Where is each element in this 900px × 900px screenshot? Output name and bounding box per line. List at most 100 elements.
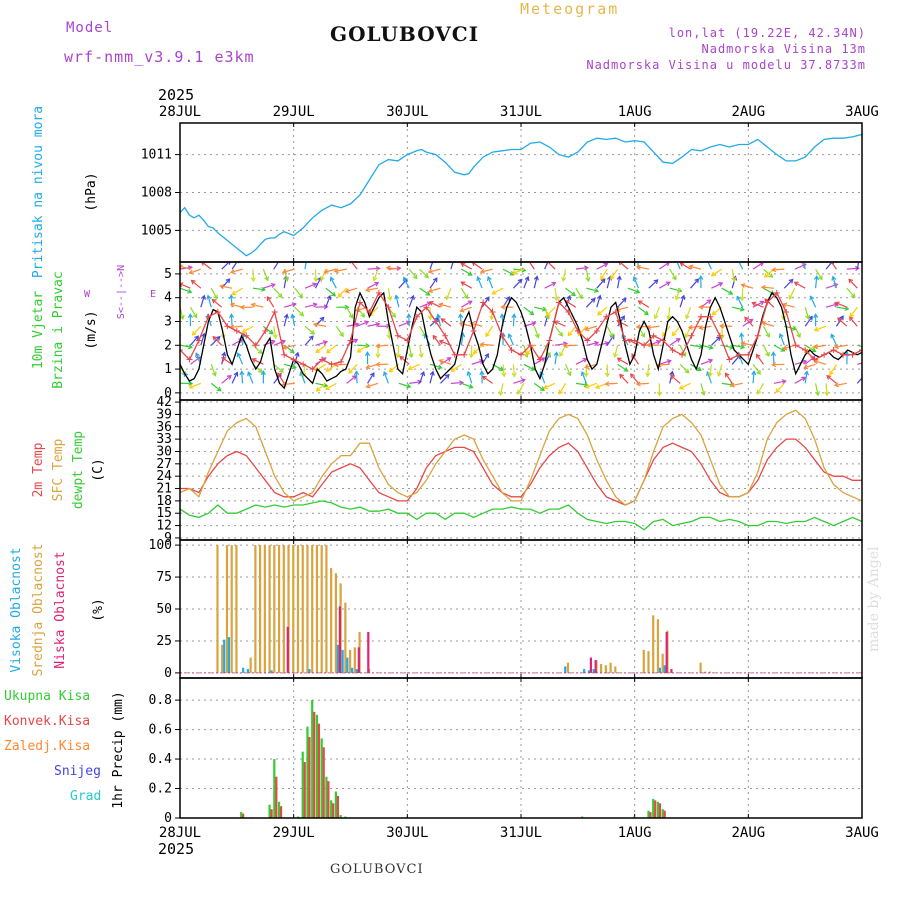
bar-ukupna-kisa [240, 812, 243, 818]
wind-arrow [499, 383, 504, 396]
wind-arrow-head [763, 272, 769, 278]
wind-arrow [432, 335, 441, 346]
wind-arrow [408, 295, 415, 308]
bar-srednja-oblacnost [704, 671, 707, 673]
wind-arrow [646, 364, 650, 377]
wind-arrow-head [476, 276, 482, 282]
wind-arrow [528, 262, 535, 270]
wind-arrow-head [216, 386, 222, 392]
bar-visoka-oblacnost [336, 644, 339, 673]
wind-arrow-head [756, 389, 762, 395]
wind-arrow-head [531, 321, 537, 327]
wind-arrow [688, 325, 702, 329]
bar-ukupna-kisa [277, 801, 281, 818]
bar-srednja-oblacnost [259, 545, 262, 673]
wind-arrow-head [751, 301, 757, 307]
wind-arrow [619, 374, 629, 384]
wind-arrow [679, 382, 691, 390]
wind-arrow-head [545, 352, 551, 358]
xtick-label-bottom: 28JUL [159, 825, 201, 841]
wind-arrow [366, 382, 379, 388]
wind-arrow [575, 287, 583, 299]
wind-arrow [480, 268, 493, 273]
wind-arrow-head [685, 314, 690, 320]
wind-arrow [775, 382, 785, 393]
bar-konvek-kisa [658, 803, 662, 818]
wind-arrow [564, 364, 571, 376]
wind-arrow-head [665, 281, 671, 287]
wind-arrow-head [751, 370, 757, 376]
wind-arrow-head [781, 379, 787, 385]
wind-arrow-head [225, 278, 231, 284]
gust-marker [432, 318, 439, 325]
wind-arrow [837, 317, 848, 327]
ylabel-temp2m: 2m Temp [31, 442, 46, 497]
wind-arrow-head [501, 372, 507, 378]
wind-arrow-head [551, 281, 557, 287]
wind-arrow [314, 277, 322, 289]
wind-arrow-head [460, 262, 466, 268]
wind-arrow [440, 374, 450, 384]
wind-arrow-head [180, 282, 184, 288]
wind-arrow-head [272, 334, 278, 340]
wind-arrow-head [211, 298, 217, 304]
wind-arrow [403, 277, 410, 289]
wind-arrow [752, 371, 755, 384]
wind-arrow [846, 287, 856, 298]
wind-arrow [546, 306, 556, 317]
ylabel-wind-1: 10m Vjetar [31, 291, 46, 369]
bar-ukupna-kisa [656, 801, 660, 818]
wind-arrow [700, 299, 711, 308]
wind-arrow-head [283, 313, 289, 319]
wind-arrow [783, 344, 795, 350]
wind-arrow-head [423, 333, 429, 339]
wind-arrow-head [291, 302, 297, 308]
wind-arrow [282, 268, 295, 273]
wind-arrow [473, 344, 483, 354]
xtick-label-bottom: 1AUG [618, 825, 652, 841]
wind-arrow-head [539, 371, 544, 377]
plot-area-temperature [180, 409, 862, 531]
wind-arrow-head [621, 333, 627, 339]
wind-arrow [648, 279, 659, 289]
wind-arrow-head [312, 302, 318, 308]
gust-marker [697, 313, 704, 320]
wind-arrow-head [585, 276, 591, 283]
wind-arrow-head [226, 374, 232, 380]
wind-arrow [836, 306, 849, 310]
ytick-label: 0 [164, 666, 172, 681]
wind-arrow [451, 363, 462, 372]
wind-arrow-head [247, 371, 252, 377]
wind-compass-e: E [150, 289, 156, 300]
xtick-label-top: 30JUL [386, 104, 428, 120]
wind-arrow [487, 276, 494, 289]
wind-arrow-head [666, 359, 672, 365]
gust-marker [735, 351, 742, 358]
wind-arrow-head [511, 372, 517, 378]
wind-arrow-head [325, 367, 331, 372]
wind-arrow-head [387, 296, 393, 302]
wind-arrow [597, 306, 608, 316]
wind-arrow [523, 363, 535, 371]
gust-marker [347, 337, 354, 344]
ytick-label: 75 [156, 570, 172, 585]
wind-arrow [772, 268, 785, 271]
panel-frame [179, 677, 863, 819]
ylabel-low-cloud: Niska Oblacnost [53, 551, 68, 668]
wind-arrow-head [719, 323, 725, 329]
wind-arrow [690, 278, 699, 289]
wind-arrow [428, 268, 441, 273]
wind-arrow-head [635, 381, 641, 387]
bar-niska-oblacnost [589, 657, 593, 673]
wind-arrow-head [329, 276, 335, 282]
gust-marker [565, 308, 572, 315]
bar-srednja-oblacnost [292, 545, 295, 673]
wind-arrow-head [320, 276, 325, 282]
wind-arrow [814, 325, 827, 331]
gust-marker [773, 289, 780, 296]
wind-arrow-head [353, 370, 360, 376]
wind-arrow [348, 363, 358, 374]
wind-arrow-head [325, 348, 331, 354]
wind-arrow-head [260, 286, 266, 292]
